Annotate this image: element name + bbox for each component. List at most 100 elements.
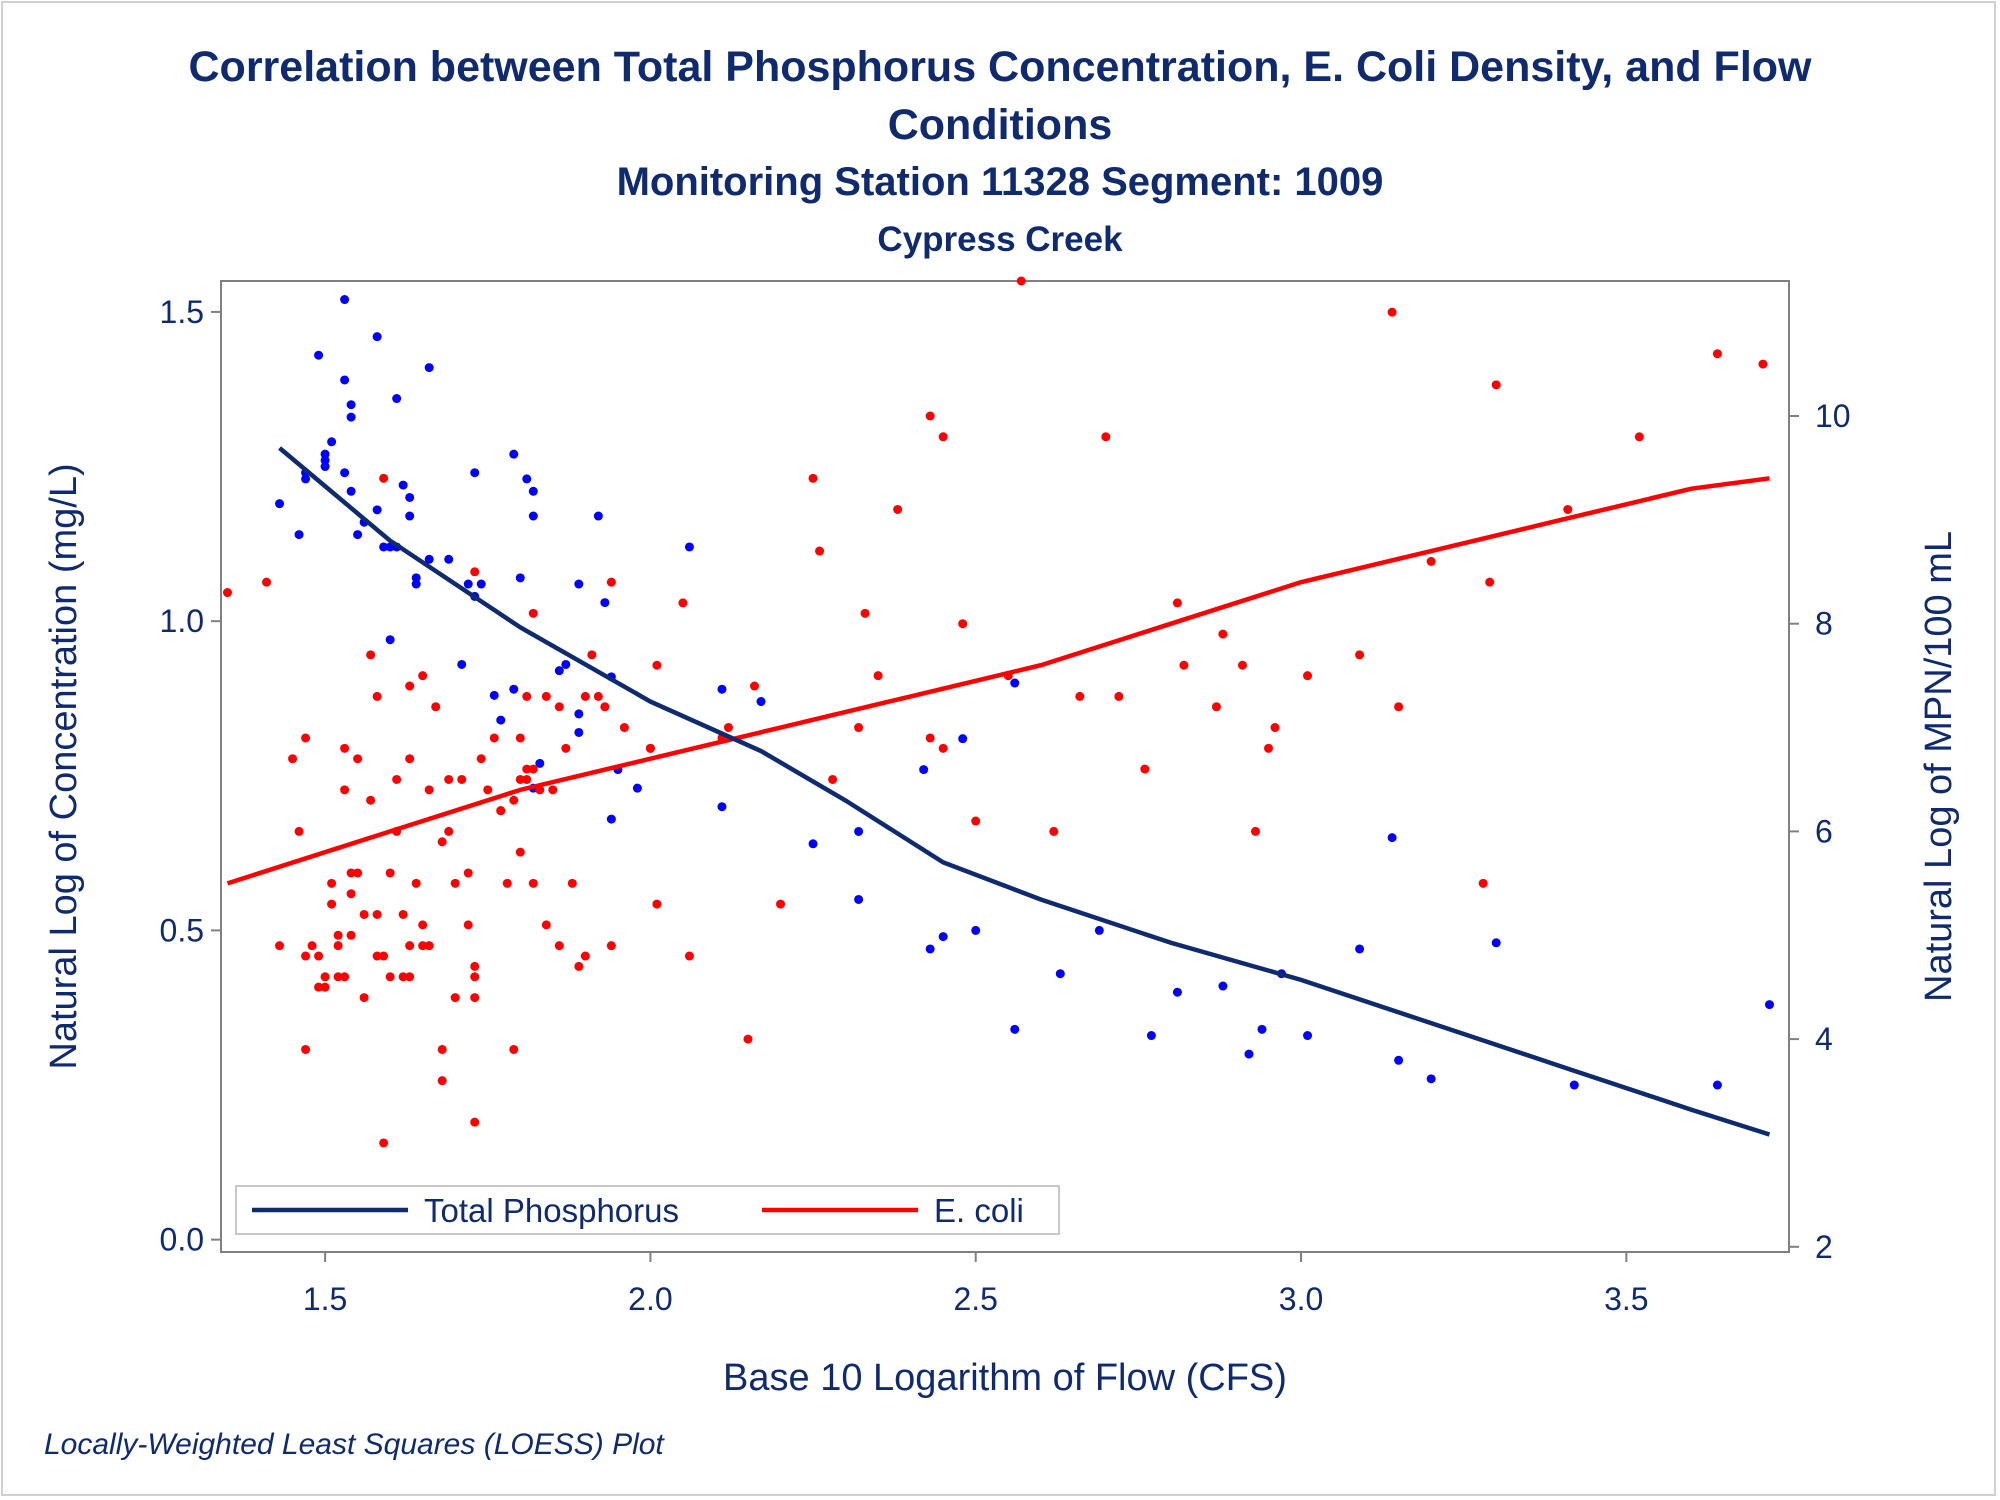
x-tick-label: 2.0 [628,1281,672,1317]
ecoli-point [372,691,382,701]
ecoli-point [327,878,337,888]
ecoli-point [1250,826,1260,836]
ecoli-point [346,930,356,940]
ecoli-point [385,972,395,982]
ecoli-point [385,868,395,878]
ecoli-point [522,691,532,701]
phosphorus-point [606,814,616,824]
ecoli-point [925,411,935,421]
phosphorus-point [522,474,532,484]
phosphorus-point [561,659,571,669]
x-axis-label: Base 10 Logarithm of Flow (CFS) [723,1357,1287,1399]
ecoli-point [353,754,363,764]
phosphorus-point [372,332,382,342]
legend-ecoli-label: E. coli [934,1192,1024,1229]
phosphorus-point [379,542,389,552]
ecoli-point [262,577,272,587]
phosphorus-point [1387,833,1397,843]
ecoli-point [463,868,473,878]
ecoli-point [567,878,577,888]
ecoli-point [1114,691,1124,701]
phosphorus-point [1394,1055,1404,1065]
ecoli-point [684,951,694,961]
ecoli-point [470,567,480,577]
ecoli-point [470,972,480,982]
ecoli-point [554,702,564,712]
ecoli-point [405,972,415,982]
x-tick-label: 2.5 [953,1281,997,1317]
ecoli-point [489,733,499,743]
y-tick-label: 1.5 [160,294,204,330]
ecoli-point [1264,743,1274,753]
ecoli-point [808,473,818,483]
phosphorus-point [372,505,382,515]
y2-tick-label: 10 [1815,398,1851,434]
ecoli-point [522,774,532,784]
phosphorus-point [275,499,285,509]
phosphorus-point [808,839,818,849]
ecoli-point [450,993,460,1003]
phosphorus-point [1172,987,1182,997]
phosphorus-point [632,783,642,793]
ecoli-point [528,764,538,774]
ecoli-point [548,785,558,795]
ecoli-point [320,972,330,982]
phosphorus-point [340,375,350,385]
ecoli-point [437,1076,447,1086]
phosphorus-point [1712,1080,1722,1090]
ecoli-point [925,733,935,743]
chart-title-line2: Conditions [887,101,1113,149]
ecoli-point [340,743,350,753]
legend-phosphorus-label: Total Phosphorus [424,1192,679,1229]
ecoli-point [444,826,454,836]
ecoli-point [359,993,369,1003]
ecoli-point [301,951,311,961]
ecoli-point [1394,702,1404,712]
phosphorus-point [496,715,506,725]
phosphorus-point [346,400,356,410]
ecoli-point [223,588,233,598]
ecoli-point [1270,723,1280,733]
phosphorus-point [463,579,473,589]
phosphorus-point [457,659,467,669]
phosphorus-point [411,579,421,589]
phosphorus-point [1094,925,1104,935]
ecoli-point [444,774,454,784]
ecoli-point [678,598,688,608]
phosphorus-point [489,690,499,700]
ecoli-point [515,733,525,743]
phosphorus-point [554,666,564,676]
ecoli-point [431,702,441,712]
ecoli-point [645,743,655,753]
ecoli-point [860,608,870,618]
ecoli-point [320,982,330,992]
ecoli-point [750,681,760,691]
phosphorus-point [424,363,434,373]
ecoli-point [1172,598,1182,608]
ecoli-point [593,691,603,701]
ecoli-point [1491,380,1501,390]
ecoli-point [301,733,311,743]
ecoli-point [463,920,473,930]
ecoli-point [353,868,363,878]
ecoli-point [294,826,304,836]
legend: Total Phosphorus E. coli [235,1185,1060,1235]
phosphorus-point [1218,981,1228,991]
x-tick-label: 1.5 [303,1281,347,1317]
phosphorus-point [294,530,304,540]
ecoli-loess-line [226,476,1770,886]
ecoli-point [606,577,616,587]
phosphorus-point [1303,1031,1313,1041]
ecoli-point [515,847,525,857]
ecoli-point [1211,702,1221,712]
phosphorus-point [684,542,694,552]
ecoli-point [346,889,356,899]
chart-subtitle-location: Cypress Creek [877,220,1123,259]
phosphorus-point [398,480,408,490]
ecoli-point [580,951,590,961]
ecoli-points [223,276,1768,1148]
ecoli-point [1049,826,1059,836]
phosphorus-point [1355,944,1365,954]
ecoli-point [828,774,838,784]
